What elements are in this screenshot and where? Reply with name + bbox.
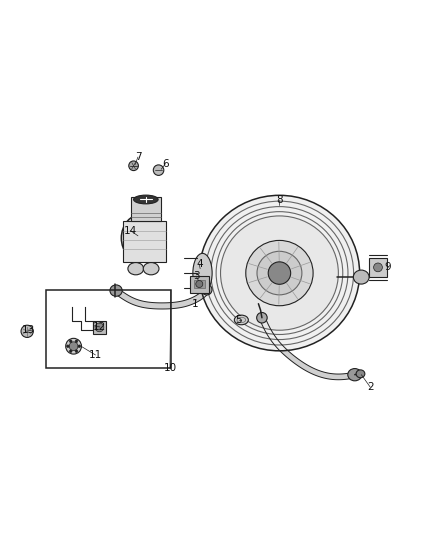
Ellipse shape <box>246 240 313 306</box>
Ellipse shape <box>234 315 248 325</box>
Ellipse shape <box>69 350 72 352</box>
Text: 4: 4 <box>196 260 203 269</box>
Bar <box>194 280 205 288</box>
Ellipse shape <box>66 338 81 354</box>
Bar <box>46 290 171 368</box>
Ellipse shape <box>374 263 382 272</box>
Ellipse shape <box>69 340 72 343</box>
Ellipse shape <box>353 270 369 284</box>
Ellipse shape <box>134 195 158 204</box>
Text: 13: 13 <box>22 325 35 335</box>
Bar <box>131 197 161 221</box>
Text: 5: 5 <box>235 315 242 325</box>
Ellipse shape <box>193 253 212 293</box>
Text: 8: 8 <box>276 195 283 205</box>
Text: 2: 2 <box>367 382 374 392</box>
Ellipse shape <box>75 340 78 343</box>
Ellipse shape <box>220 216 339 330</box>
Polygon shape <box>259 317 354 379</box>
Text: 6: 6 <box>162 159 169 168</box>
Text: 10: 10 <box>163 363 177 373</box>
Ellipse shape <box>268 262 291 284</box>
Bar <box>123 221 166 262</box>
Ellipse shape <box>257 251 302 295</box>
Ellipse shape <box>201 285 212 295</box>
Text: 12: 12 <box>93 322 106 332</box>
Ellipse shape <box>95 323 104 332</box>
Ellipse shape <box>110 285 122 296</box>
Text: 9: 9 <box>384 262 391 272</box>
Ellipse shape <box>199 195 360 351</box>
Bar <box>190 276 209 293</box>
Ellipse shape <box>78 345 81 348</box>
Text: 14: 14 <box>124 225 137 236</box>
Ellipse shape <box>69 342 78 351</box>
Ellipse shape <box>153 165 164 175</box>
Ellipse shape <box>21 325 33 337</box>
Ellipse shape <box>196 280 203 287</box>
Ellipse shape <box>67 345 69 348</box>
Text: 11: 11 <box>89 350 102 360</box>
Ellipse shape <box>143 263 159 275</box>
Ellipse shape <box>129 161 138 171</box>
Polygon shape <box>114 288 209 309</box>
Text: 1: 1 <box>191 298 198 309</box>
Ellipse shape <box>128 263 144 275</box>
Bar <box>369 258 387 277</box>
Text: 3: 3 <box>193 271 200 281</box>
Bar <box>93 321 106 334</box>
Ellipse shape <box>356 370 365 378</box>
Text: 7: 7 <box>134 152 141 162</box>
Ellipse shape <box>75 350 78 352</box>
Ellipse shape <box>348 368 362 381</box>
Ellipse shape <box>257 312 267 323</box>
Ellipse shape <box>121 214 163 262</box>
